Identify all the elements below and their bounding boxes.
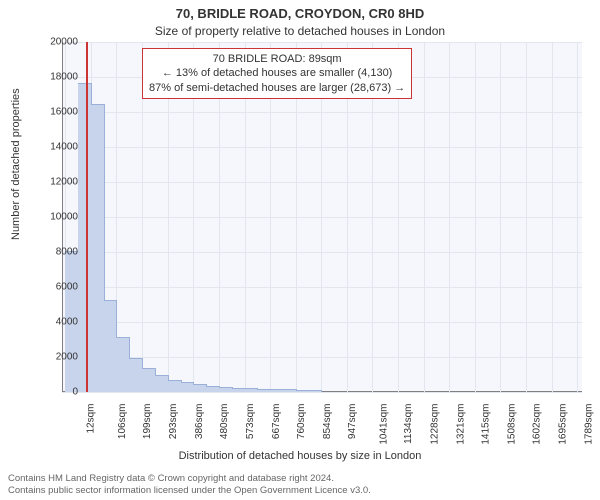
- x-tick-label: 1321sqm: [455, 404, 466, 445]
- histogram-bar: [155, 375, 169, 392]
- x-axis-label: Distribution of detached houses by size …: [0, 450, 600, 462]
- x-tick-label: 1695sqm: [558, 404, 569, 445]
- x-tick-label: 1789sqm: [583, 404, 594, 445]
- gridline: [424, 42, 425, 392]
- chart-container: 70, BRIDLE ROAD, CROYDON, CR0 8HD Size o…: [0, 0, 600, 500]
- annotation-callout: 70 BRIDLE ROAD: 89sqm← 13% of detached h…: [142, 48, 412, 99]
- x-tick-label: 480sqm: [219, 404, 230, 440]
- gridline: [500, 42, 501, 392]
- x-tick-label: 1041sqm: [379, 404, 390, 445]
- x-tick-label: 12sqm: [86, 404, 97, 434]
- histogram-bar: [257, 389, 271, 392]
- x-tick-label: 199sqm: [143, 404, 154, 440]
- x-tick-label: 1602sqm: [532, 404, 543, 445]
- y-tick-label: 0: [38, 387, 78, 398]
- gridline: [475, 42, 476, 392]
- histogram-bar: [232, 388, 246, 393]
- y-tick-label: 18000: [38, 72, 78, 83]
- y-tick-label: 12000: [38, 177, 78, 188]
- x-tick-label: 947sqm: [347, 404, 358, 440]
- x-tick-label: 293sqm: [168, 404, 179, 440]
- histogram-bar: [283, 389, 297, 392]
- histogram-bar: [116, 337, 130, 392]
- annotation-line: 87% of semi-detached houses are larger (…: [149, 81, 405, 95]
- histogram-bar: [193, 384, 207, 392]
- gridline: [62, 392, 582, 393]
- y-tick-label: 2000: [38, 352, 78, 363]
- x-tick-label: 573sqm: [245, 404, 256, 440]
- y-tick-label: 4000: [38, 317, 78, 328]
- chart-title: 70, BRIDLE ROAD, CROYDON, CR0 8HD: [0, 6, 600, 21]
- histogram-bar: [129, 358, 143, 392]
- x-tick-label: 1415sqm: [481, 404, 492, 445]
- gridline: [577, 42, 578, 392]
- histogram-bar: [245, 388, 259, 392]
- attribution-footer: Contains HM Land Registry data © Crown c…: [8, 473, 592, 496]
- histogram-bar: [219, 387, 233, 392]
- histogram-bar: [168, 380, 182, 392]
- plot-area: 70 BRIDLE ROAD: 89sqm← 13% of detached h…: [62, 42, 582, 392]
- annotation-line: 70 BRIDLE ROAD: 89sqm: [149, 52, 405, 66]
- histogram-bar: [142, 368, 156, 392]
- y-tick-label: 10000: [38, 212, 78, 223]
- y-tick-label: 16000: [38, 107, 78, 118]
- x-tick-label: 1134sqm: [403, 404, 414, 444]
- gridline: [526, 42, 527, 392]
- histogram-bar: [78, 83, 92, 392]
- x-tick-label: 106sqm: [117, 404, 128, 440]
- histogram-bar: [309, 390, 323, 392]
- footer-line-2: Contains public sector information licen…: [8, 485, 592, 496]
- reference-marker: [86, 42, 88, 392]
- footer-line-1: Contains HM Land Registry data © Crown c…: [8, 473, 592, 484]
- histogram-bar: [104, 300, 118, 392]
- x-tick-label: 760sqm: [296, 404, 307, 440]
- histogram-bar: [296, 390, 310, 392]
- annotation-line: ← 13% of detached houses are smaller (4,…: [149, 66, 405, 80]
- x-tick-label: 1228sqm: [430, 404, 441, 445]
- histogram-bar: [181, 382, 195, 392]
- y-tick-label: 20000: [38, 37, 78, 48]
- y-tick-label: 6000: [38, 282, 78, 293]
- gridline: [449, 42, 450, 392]
- histogram-bar: [270, 389, 284, 392]
- histogram-bar: [206, 386, 220, 392]
- y-tick-label: 14000: [38, 142, 78, 153]
- histogram-bar: [91, 104, 105, 392]
- chart-subtitle: Size of property relative to detached ho…: [0, 24, 600, 38]
- x-tick-label: 854sqm: [322, 404, 333, 440]
- gridline: [552, 42, 553, 392]
- y-axis-label: Number of detached properties: [10, 88, 22, 240]
- x-tick-label: 667sqm: [271, 404, 282, 440]
- x-tick-label: 1508sqm: [506, 404, 517, 445]
- y-tick-label: 8000: [38, 247, 78, 258]
- x-tick-label: 386sqm: [194, 404, 205, 440]
